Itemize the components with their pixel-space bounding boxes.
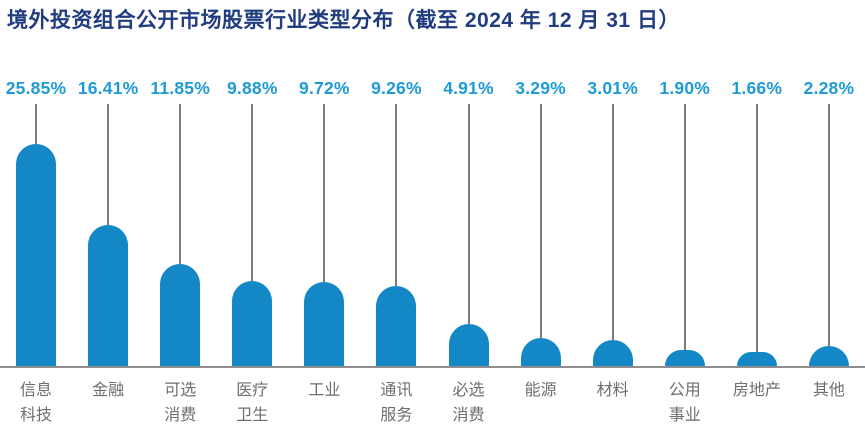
- bar-category-label: 医疗 卫生: [236, 382, 269, 424]
- chart-title: 境外投资组合公开市场股票行业类型分布（截至 2024 年 12 月 31 日）: [7, 9, 680, 32]
- bar-value-label: 1.90%: [659, 78, 711, 98]
- bar-stem-line: [467, 104, 470, 324]
- bar-stem-line: [35, 104, 38, 144]
- bar-category-label: 公用 事业: [668, 382, 701, 424]
- bar-category-label: 其他: [812, 382, 845, 399]
- bar-column: 3.29% 能源: [505, 76, 577, 428]
- bar-plot-area: [160, 104, 201, 366]
- bar-value-label: 1.66%: [731, 78, 783, 98]
- bar-column: 3.01% 材料: [577, 76, 649, 428]
- bar-column: 2.28% 其他: [793, 76, 865, 428]
- bar-columns: 25.85% 信息 科技 16.41% 金融 11.85% 可选 消费 9.88% 医疗 卫生 9.7…: [0, 76, 865, 428]
- bar-column: 11.85% 可选 消费: [144, 76, 216, 428]
- bar: [808, 346, 849, 366]
- bar: [88, 225, 129, 366]
- bar: [304, 282, 345, 366]
- bar-category-label: 工业: [308, 382, 341, 399]
- bar-category-label: 必选 消费: [452, 382, 485, 424]
- bar-category-label: 通讯 服务: [380, 382, 413, 424]
- bar-category-label: 金融: [92, 382, 125, 399]
- bar-plot-area: [304, 104, 345, 366]
- bar-stem-line: [323, 104, 326, 282]
- bar-stem-line: [539, 104, 542, 338]
- bar-plot-area: [736, 104, 777, 366]
- bar-value-label: 3.01%: [587, 78, 638, 98]
- bar-plot-area: [88, 104, 129, 366]
- bar-value-label: 16.41%: [77, 78, 139, 98]
- bar-stem-line: [107, 104, 110, 225]
- bar-column: 9.88% 医疗 卫生: [216, 76, 288, 428]
- bar-column: 4.91% 必选 消费: [432, 76, 504, 428]
- bar-category-label: 信息 科技: [20, 382, 53, 424]
- bar-plot-area: [592, 104, 633, 366]
- bar-value-label: 3.29%: [515, 78, 566, 98]
- bar-category-label: 可选 消费: [164, 382, 197, 424]
- chart-baseline: [0, 366, 865, 368]
- bar: [232, 281, 273, 366]
- bar-value-label: 9.26%: [371, 78, 422, 98]
- bar: [448, 324, 489, 366]
- bar-value-label: 9.88%: [226, 78, 278, 98]
- bar: [664, 350, 705, 366]
- bar-column: 1.90% 公用 事业: [649, 76, 721, 428]
- bar-stem-line: [251, 104, 254, 281]
- bar: [16, 144, 57, 366]
- bar-stem-line: [395, 104, 398, 286]
- bar: [376, 286, 417, 366]
- bar-stem-line: [179, 104, 182, 264]
- bar-plot-area: [520, 104, 561, 366]
- bar-column: 9.72% 工业: [288, 76, 360, 428]
- bar-chart: 25.85% 信息 科技 16.41% 金融 11.85% 可选 消费 9.88% 医疗 卫生 9.7…: [0, 76, 865, 431]
- bar-column: 16.41% 金融: [72, 76, 144, 428]
- bar-column: 9.26% 通讯 服务: [360, 76, 432, 428]
- bar-category-label: 能源: [524, 382, 557, 399]
- bar-column: 1.66% 房地产: [721, 76, 793, 428]
- bar-value-label: 2.28%: [803, 78, 855, 98]
- bar-value-label: 4.91%: [443, 78, 494, 98]
- bar-plot-area: [808, 104, 849, 366]
- bar-category-label: 房地产: [732, 382, 781, 399]
- bar-stem-line: [755, 104, 758, 352]
- bar-stem-line: [683, 104, 686, 350]
- bar-plot-area: [376, 104, 417, 366]
- bar: [736, 352, 777, 366]
- bar-stem-line: [827, 104, 830, 346]
- bar-plot-area: [16, 104, 57, 366]
- bar-category-label: 材料: [596, 382, 629, 399]
- bar-value-label: 11.85%: [150, 78, 210, 98]
- bar-plot-area: [232, 104, 273, 366]
- bar: [520, 338, 561, 366]
- bar-plot-area: [448, 104, 489, 366]
- bar-value-label: 9.72%: [299, 78, 350, 98]
- bar-stem-line: [611, 104, 614, 340]
- bar-plot-area: [664, 104, 705, 366]
- bar: [592, 340, 633, 366]
- bar-value-label: 25.85%: [5, 78, 67, 98]
- bar-column: 25.85% 信息 科技: [0, 76, 72, 428]
- bar: [160, 264, 201, 366]
